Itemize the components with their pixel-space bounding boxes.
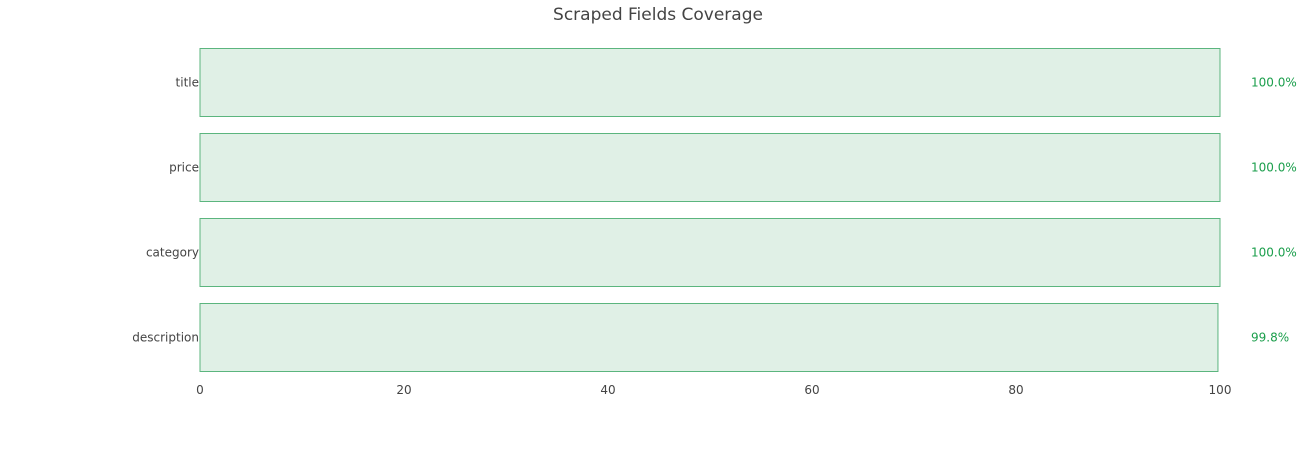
value-label-title: 100.0% [1251,76,1297,90]
value-label-price: 100.0% [1251,161,1297,175]
x-tick-label-80: 80 [1008,383,1023,397]
category-label-description: description [132,331,199,345]
x-tick-label-60: 60 [804,383,819,397]
chart-title: Scraped Fields Coverage [553,5,763,25]
category-label-title: title [176,76,199,90]
bar-price [199,133,1221,202]
value-labels: 100.0% 100.0% 100.0% 99.8% [1251,76,1297,345]
x-tick-label-40: 40 [600,383,615,397]
x-tick-label-100: 100 [1209,383,1232,397]
bars-layer [199,48,1221,372]
value-label-category: 100.0% [1251,246,1297,260]
bar-description [199,303,1219,372]
category-label-category: category [146,246,199,260]
category-label-price: price [169,161,199,175]
bar-category [199,218,1221,287]
x-axis: 0 20 40 60 80 100 [196,383,1231,397]
x-tick-label-20: 20 [396,383,411,397]
bar-title [199,48,1221,117]
x-tick-label-0: 0 [196,383,204,397]
value-label-description: 99.8% [1251,331,1289,345]
category-labels: title price category description [132,76,199,345]
